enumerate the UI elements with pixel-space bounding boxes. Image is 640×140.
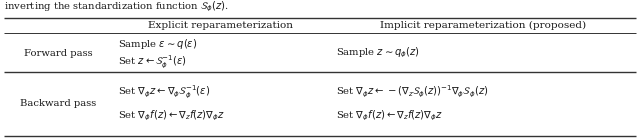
Text: Forward pass: Forward pass [24,48,92,58]
Text: Sample $\varepsilon \sim q(\varepsilon)$: Sample $\varepsilon \sim q(\varepsilon)$ [118,37,197,51]
Text: Set $\nabla_\phi f(z) \leftarrow \nabla_z f(z) \nabla_\phi z$: Set $\nabla_\phi f(z) \leftarrow \nabla_… [336,109,443,123]
Text: Set $\nabla_\phi z \leftarrow \nabla_\phi \mathcal{S}_\phi^{-1}(\varepsilon)$: Set $\nabla_\phi z \leftarrow \nabla_\ph… [118,83,211,101]
Text: Set $\nabla_\phi z \leftarrow -(\nabla_z \mathcal{S}_\phi(z))^{-1}\nabla_\phi \m: Set $\nabla_\phi z \leftarrow -(\nabla_z… [336,84,488,100]
Text: Explicit reparameterization: Explicit reparameterization [148,20,294,30]
Text: Set $\nabla_\phi f(z) \leftarrow \nabla_z f(z) \nabla_\phi z$: Set $\nabla_\phi f(z) \leftarrow \nabla_… [118,109,225,123]
Text: Set $z \leftarrow \mathcal{S}_\phi^{-1}(\varepsilon)$: Set $z \leftarrow \mathcal{S}_\phi^{-1}(… [118,53,187,71]
Text: Implicit reparameterization (proposed): Implicit reparameterization (proposed) [380,20,586,30]
Text: Backward pass: Backward pass [20,100,96,108]
Text: inverting the standardization function $\mathcal{S}_\phi(z)$.: inverting the standardization function $… [4,0,229,14]
Text: Sample $z \sim q_\phi(z)$: Sample $z \sim q_\phi(z)$ [336,46,420,60]
